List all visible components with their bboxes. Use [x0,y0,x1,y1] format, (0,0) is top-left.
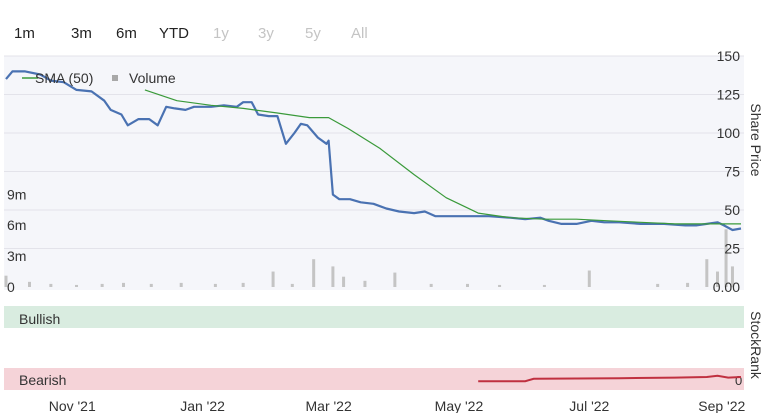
price-tick-label: 25 [724,241,740,257]
volume-bar [149,283,153,287]
range-button-5y: 5y [305,25,321,42]
volume-bar [342,276,346,287]
share-price-axis-title: Share Price [748,103,764,176]
x-tick-label: Sep '22 [698,398,745,413]
volume-bar [4,275,8,287]
bullish-band [4,306,744,328]
x-tick-label: Jul '22 [569,398,609,413]
volume-bar [466,283,470,287]
volume-bar [100,283,104,287]
x-tick-label: Nov '21 [49,398,96,413]
volume-tick-label: 0 [7,279,15,295]
volume-bars [4,229,734,287]
range-button-6m[interactable]: 6m [116,25,137,42]
price-tick-label: 75 [724,164,740,180]
volume-bar [312,259,316,287]
stockrank-series[interactable] [478,374,742,383]
volume-bar [363,280,367,287]
legend-volume-label[interactable]: Volume [129,70,176,86]
volume-bar [241,282,245,287]
sma-50-line[interactable] [144,89,741,225]
range-button-1m[interactable]: 1m [14,25,35,42]
bearish-label: Bearish [19,372,66,388]
stockrank-axis-title: StockRank [748,311,764,380]
price-tick-label: 125 [717,87,741,103]
share-price-axis: 150 125 100 75 50 25 0.00 [713,48,740,295]
volume-bar [393,272,397,287]
volume-tick-label: 9m [7,186,26,202]
volume-bar [542,284,546,287]
volume-bar [730,266,734,287]
share-price-line[interactable] [5,70,742,232]
volume-bar [686,282,690,287]
price-tick-label: 100 [717,125,741,141]
volume-bar [331,266,335,287]
volume-tick-label: 6m [7,217,26,233]
volume-tick-label: 3m [7,248,26,264]
volume-bar [28,281,32,287]
series-lines [5,70,742,232]
volume-bar [498,284,502,287]
bullish-label: Bullish [19,311,60,327]
price-tick-label: 50 [724,202,740,218]
range-button-3m[interactable]: 3m [71,25,92,42]
price-tick-label: 0.00 [713,279,740,295]
volume-bar [705,259,709,287]
bearish-band [4,368,744,390]
volume-bar [724,229,728,287]
plot-background [4,56,744,290]
range-button-ytd[interactable]: YTD [159,25,189,42]
x-tick-label: Jan '22 [180,398,225,413]
volume-bar [715,271,719,287]
range-button-1y: 1y [213,25,229,42]
volume-bar [290,283,294,287]
volume-bar [271,271,275,287]
volume-bar [179,282,183,287]
volume-bar [656,283,660,287]
volume-bar [49,283,53,287]
legend: SMA (50) Volume [22,70,176,86]
x-tick-label: May '22 [435,398,484,413]
price-tick-label: 150 [717,48,741,64]
volume-bar [429,283,433,287]
x-tick-label: Mar '22 [306,398,352,413]
range-button-3y: 3y [258,25,274,42]
legend-sma-label[interactable]: SMA (50) [35,70,93,86]
volume-bar [75,284,79,287]
volume-bar [122,282,126,287]
volume-bar [213,283,217,287]
legend-volume-swatch [112,75,118,81]
volume-axis: 9m 6m 3m 0 [7,186,26,295]
gridlines [4,55,744,249]
x-axis: Nov '21 Jan '22 Mar '22 May '22 Jul '22 Sep '… [49,398,746,413]
range-button-all: All [351,25,368,42]
stockrank-tick: 0 [735,373,742,388]
stockrank-line [478,374,742,383]
volume-bar [587,270,591,287]
